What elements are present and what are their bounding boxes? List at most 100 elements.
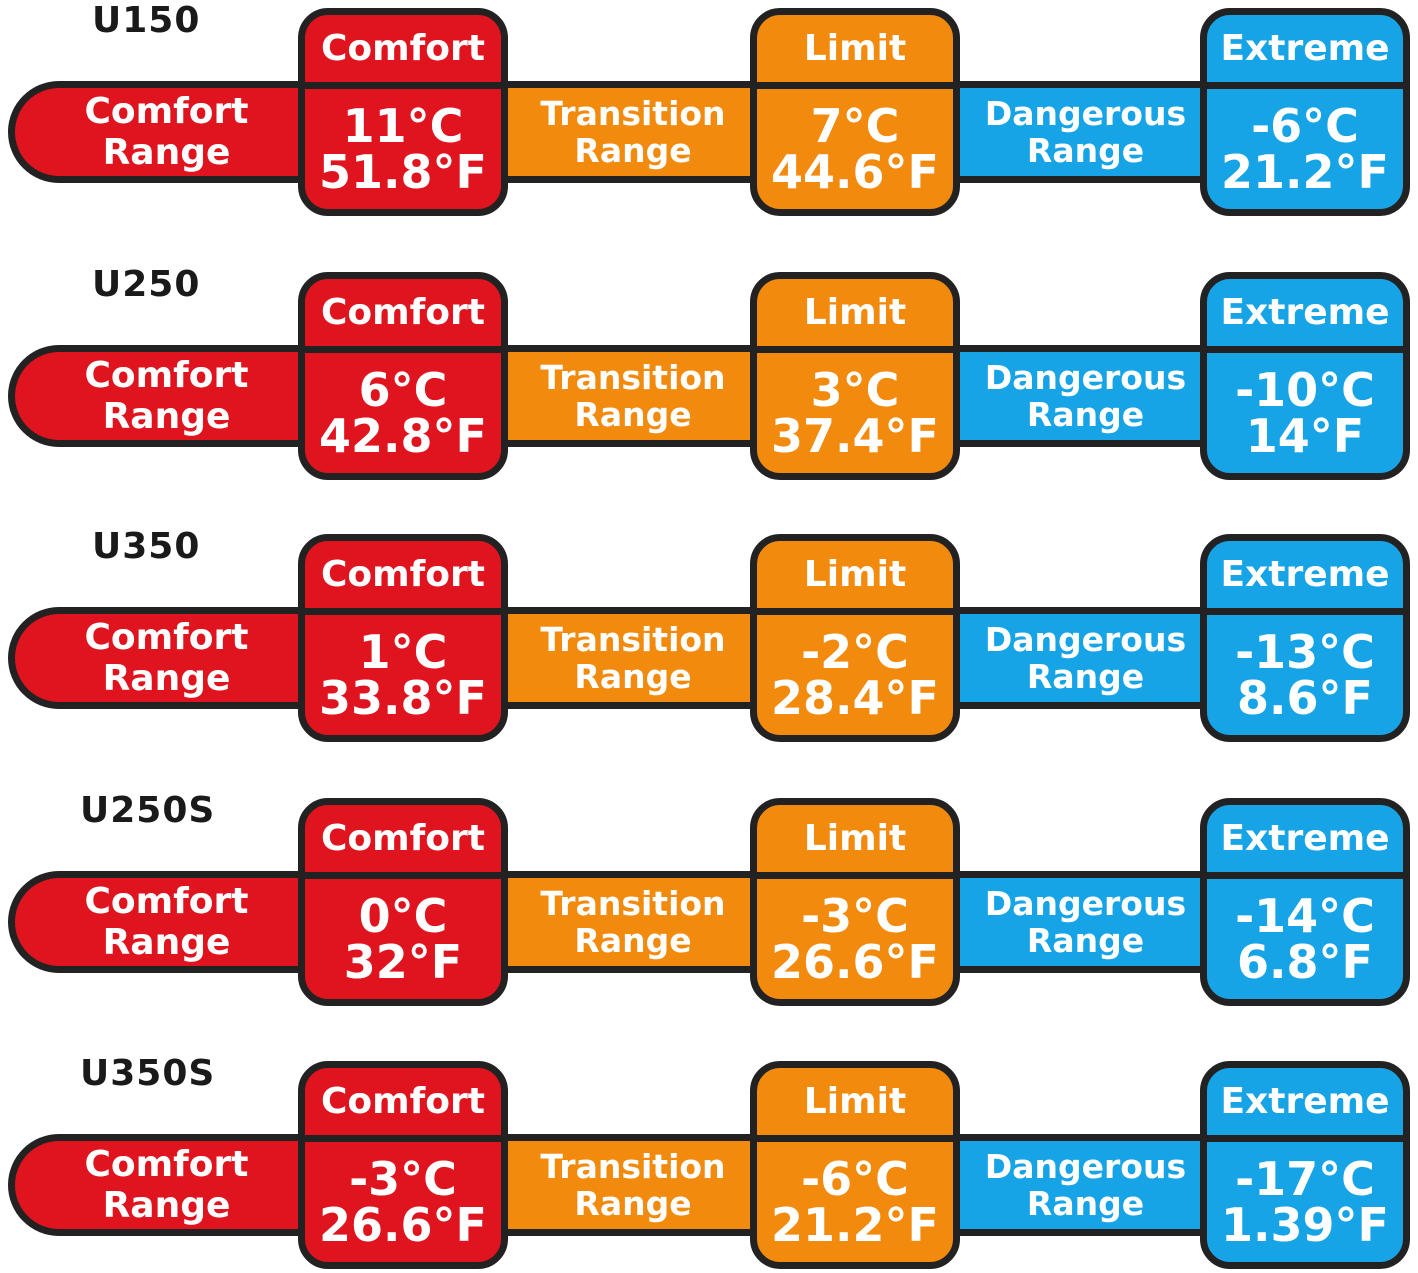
- limit-card: Limit -2°C 28.4°F: [750, 534, 960, 742]
- limit-card: Limit 7°C 44.6°F: [750, 8, 960, 216]
- dangerous-range-segment: Dangerous Range: [953, 871, 1218, 973]
- limit-fahrenheit: 44.6°F: [771, 145, 939, 199]
- extreme-values: -13°C 8.6°F: [1207, 615, 1403, 735]
- extreme-celsius: -10°C: [1235, 363, 1375, 417]
- extreme-fahrenheit: 21.2°F: [1221, 145, 1389, 199]
- comfort-values: 0°C 32°F: [305, 879, 501, 999]
- comfort-range-label: Comfort Range: [84, 355, 249, 437]
- limit-celsius: -6°C: [801, 1152, 909, 1206]
- model-name: U350S: [80, 1053, 216, 1094]
- limit-fahrenheit: 26.6°F: [771, 935, 939, 989]
- extreme-values: -14°C 6.8°F: [1207, 879, 1403, 999]
- extreme-fahrenheit: 14°F: [1245, 409, 1365, 463]
- comfort-heading: Comfort: [305, 279, 501, 353]
- range-bar: Comfort Range Transition Range Dangerous…: [8, 345, 1406, 447]
- extreme-card: Extreme -10°C 14°F: [1200, 272, 1410, 480]
- extreme-card: Extreme -17°C 1.39°F: [1200, 1061, 1410, 1269]
- dangerous-range-segment: Dangerous Range: [953, 81, 1218, 183]
- transition-label-line1: Transition: [540, 620, 726, 659]
- limit-heading: Limit: [757, 805, 953, 879]
- comfort-heading: Comfort: [305, 805, 501, 879]
- extreme-heading: Extreme: [1207, 1068, 1403, 1142]
- model-name: U150: [92, 0, 201, 41]
- limit-values: -6°C 21.2°F: [757, 1142, 953, 1262]
- transition-range-segment: Transition Range: [503, 871, 763, 973]
- comfort-fahrenheit: 26.6°F: [319, 1198, 487, 1252]
- comfort-range-label: Comfort Range: [84, 617, 249, 699]
- comfort-card: Comfort 0°C 32°F: [298, 798, 508, 1006]
- dangerous-label-line2: Range: [1026, 921, 1145, 960]
- dangerous-label-line2: Range: [1026, 395, 1145, 434]
- extreme-values: -10°C 14°F: [1207, 353, 1403, 473]
- transition-label-line1: Transition: [540, 358, 726, 397]
- dangerous-label-line1: Dangerous: [984, 620, 1187, 659]
- transition-range-segment: Transition Range: [503, 1134, 763, 1236]
- comfort-celsius: 6°C: [358, 363, 448, 417]
- comfort-heading: Comfort: [305, 541, 501, 615]
- comfort-range-label: Comfort Range: [84, 881, 249, 963]
- extreme-heading: Extreme: [1207, 805, 1403, 879]
- rating-row: U250 Comfort Range Transition Range Dang…: [0, 264, 1418, 480]
- dangerous-label-line1: Dangerous: [984, 884, 1187, 923]
- model-name: U250S: [80, 790, 216, 831]
- comfort-values: 11°C 51.8°F: [305, 89, 501, 209]
- comfort-values: 1°C 33.8°F: [305, 615, 501, 735]
- comfort-fahrenheit: 33.8°F: [319, 671, 487, 725]
- comfort-range-segment: Comfort Range: [8, 1134, 318, 1236]
- comfort-range-segment: Comfort Range: [8, 607, 318, 709]
- limit-celsius: -2°C: [801, 625, 909, 679]
- extreme-celsius: -17°C: [1235, 1152, 1375, 1206]
- dangerous-label-line2: Range: [1026, 657, 1145, 696]
- limit-values: -2°C 28.4°F: [757, 615, 953, 735]
- range-bar: Comfort Range Transition Range Dangerous…: [8, 871, 1406, 973]
- transition-label-line2: Range: [574, 131, 692, 170]
- model-name: U350: [92, 526, 201, 567]
- comfort-celsius: 11°C: [342, 99, 464, 153]
- extreme-values: -17°C 1.39°F: [1207, 1142, 1403, 1262]
- extreme-card: Extreme -13°C 8.6°F: [1200, 534, 1410, 742]
- limit-celsius: 7°C: [810, 99, 900, 153]
- comfort-celsius: 1°C: [358, 625, 448, 679]
- extreme-fahrenheit: 6.8°F: [1237, 935, 1373, 989]
- limit-heading: Limit: [757, 541, 953, 615]
- transition-label-line2: Range: [574, 395, 692, 434]
- transition-label-line2: Range: [574, 657, 692, 696]
- limit-values: -3°C 26.6°F: [757, 879, 953, 999]
- comfort-range-label: Comfort Range: [84, 91, 249, 173]
- extreme-fahrenheit: 8.6°F: [1237, 671, 1373, 725]
- extreme-card: Extreme -6°C 21.2°F: [1200, 8, 1410, 216]
- dangerous-range-segment: Dangerous Range: [953, 607, 1218, 709]
- comfort-values: 6°C 42.8°F: [305, 353, 501, 473]
- comfort-card: Comfort 6°C 42.8°F: [298, 272, 508, 480]
- transition-range-segment: Transition Range: [503, 81, 763, 183]
- dangerous-range-segment: Dangerous Range: [953, 1134, 1218, 1236]
- extreme-celsius: -14°C: [1235, 889, 1375, 943]
- dangerous-label-line1: Dangerous: [984, 358, 1187, 397]
- transition-label-line1: Transition: [540, 94, 726, 133]
- comfort-fahrenheit: 51.8°F: [319, 145, 487, 199]
- comfort-heading: Comfort: [305, 1068, 501, 1142]
- comfort-fahrenheit: 32°F: [343, 935, 463, 989]
- comfort-fahrenheit: 42.8°F: [319, 409, 487, 463]
- limit-values: 7°C 44.6°F: [757, 89, 953, 209]
- range-bar: Comfort Range Transition Range Dangerous…: [8, 1134, 1406, 1236]
- transition-range-segment: Transition Range: [503, 345, 763, 447]
- dangerous-label-line1: Dangerous: [984, 94, 1187, 133]
- rating-row: U350 Comfort Range Transition Range Dang…: [0, 526, 1418, 742]
- dangerous-label-line2: Range: [1026, 131, 1145, 170]
- transition-label-line1: Transition: [540, 884, 726, 923]
- extreme-fahrenheit: 1.39°F: [1221, 1198, 1389, 1252]
- rating-row: U150 Comfort Range Transition Range Dang…: [0, 0, 1418, 216]
- limit-fahrenheit: 21.2°F: [771, 1198, 939, 1252]
- comfort-range-segment: Comfort Range: [8, 345, 318, 447]
- limit-fahrenheit: 28.4°F: [771, 671, 939, 725]
- comfort-range-segment: Comfort Range: [8, 871, 318, 973]
- dangerous-label-line1: Dangerous: [984, 1147, 1187, 1186]
- limit-celsius: 3°C: [810, 363, 900, 417]
- comfort-celsius: 0°C: [358, 889, 448, 943]
- dangerous-label-line2: Range: [1026, 1184, 1145, 1223]
- extreme-celsius: -6°C: [1251, 99, 1359, 153]
- comfort-range-segment: Comfort Range: [8, 81, 318, 183]
- transition-range-segment: Transition Range: [503, 607, 763, 709]
- range-bar: Comfort Range Transition Range Dangerous…: [8, 607, 1406, 709]
